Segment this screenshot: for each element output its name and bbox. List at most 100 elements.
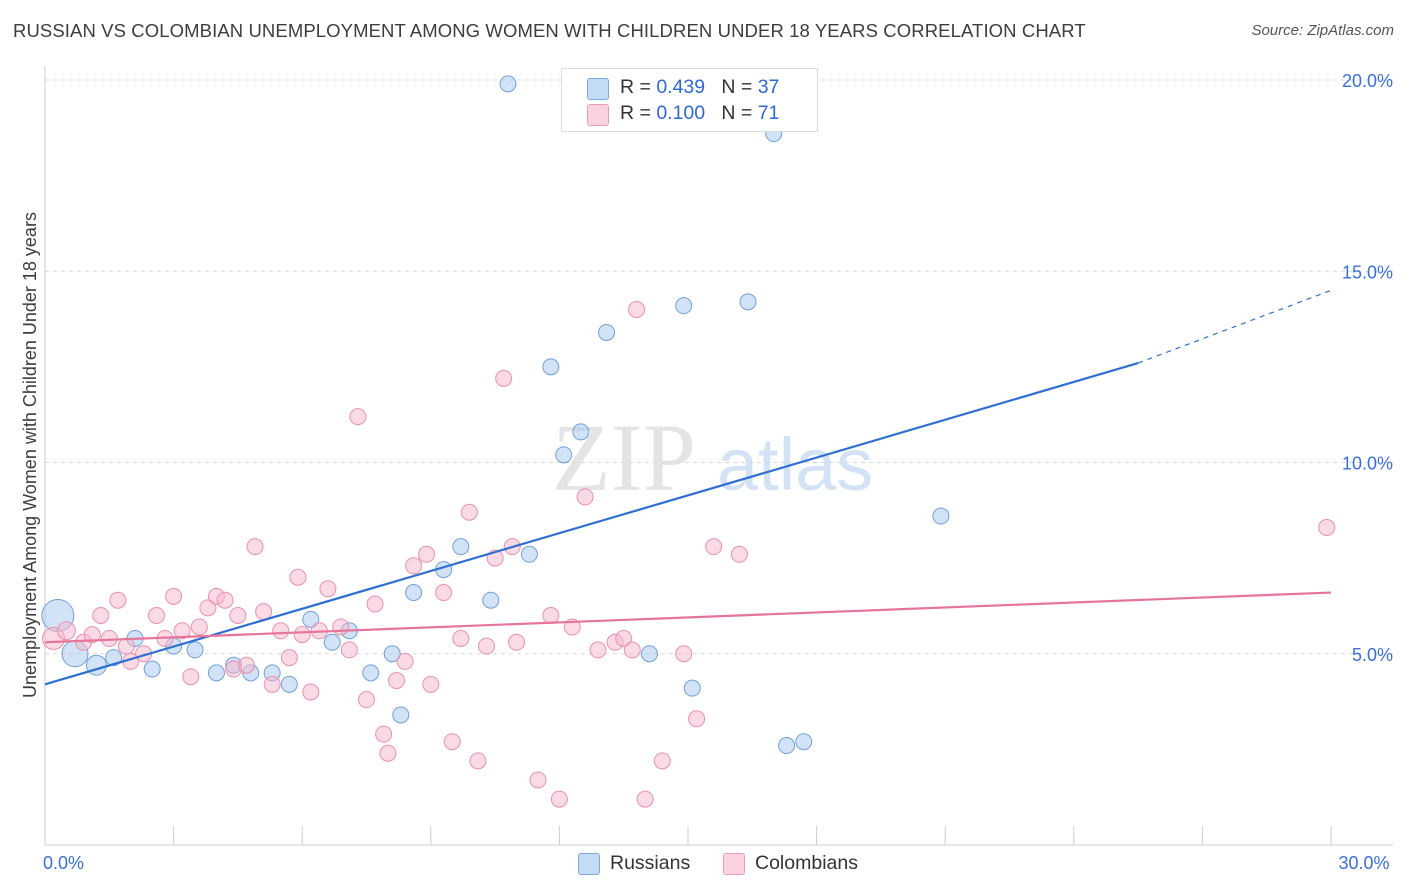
russians-point <box>555 446 573 464</box>
correlation-legend: R = 0.439 N = 37 R = 0.100 N = 71 <box>561 68 818 132</box>
russians-point <box>143 660 161 678</box>
colombians-point <box>388 672 406 690</box>
watermark: ZIP atlas <box>552 404 873 511</box>
legend-n-value: 37 <box>757 76 780 98</box>
colombians-point <box>443 733 461 751</box>
colombians-point <box>272 622 290 640</box>
legend-r-label: R = <box>620 102 657 124</box>
russians-point <box>675 297 693 315</box>
colombians-point <box>190 618 208 636</box>
series-russians <box>41 75 950 755</box>
y-axis-title: Unemployment Among Women with Children U… <box>20 212 40 698</box>
colombians-point <box>263 675 281 693</box>
colombians-point <box>358 691 375 709</box>
colombians-point <box>100 629 118 647</box>
y-tick-label: 15.0% <box>1342 262 1393 282</box>
colombians-point <box>92 607 110 624</box>
legend-r-value: 0.439 <box>656 76 706 98</box>
colombians-point <box>653 752 671 770</box>
y-tick-label: 5.0% <box>1352 645 1393 665</box>
colombians-point <box>83 626 101 644</box>
y-tick-label: 20.0% <box>1342 71 1393 91</box>
colombians-point <box>216 591 234 609</box>
colombians-point <box>469 752 487 770</box>
colombians-point <box>349 408 367 426</box>
russians-point <box>542 358 560 376</box>
russians-point <box>598 323 616 341</box>
colombians-trend-line <box>44 591 1332 644</box>
colombians-point <box>460 503 478 521</box>
colombians-point <box>615 629 633 647</box>
colombians-point <box>576 488 594 506</box>
colombians-point <box>418 545 436 563</box>
chart-title: RUSSIAN VS COLOMBIAN UNEMPLOYMENT AMONG … <box>13 20 1086 41</box>
russians-point <box>383 645 401 663</box>
colombians-point <box>147 607 165 624</box>
axes <box>44 66 1393 846</box>
russians-point <box>572 423 590 441</box>
russians-point <box>105 649 123 667</box>
gridlines <box>45 79 1393 655</box>
russians-point <box>280 675 298 693</box>
colombians-point <box>435 584 453 602</box>
russians-point <box>778 737 796 755</box>
colombians-point <box>302 683 320 701</box>
colombians-point <box>730 545 748 563</box>
x-tick-label: 30.0% <box>1338 853 1389 873</box>
russians-point <box>392 706 410 724</box>
colombians-point <box>375 725 393 743</box>
colombians-point <box>246 538 264 556</box>
colombians-point <box>405 557 423 575</box>
colombians-point <box>628 301 646 318</box>
legend-n-value: 71 <box>757 102 780 124</box>
trend-lines <box>44 289 1332 686</box>
russians-point <box>932 507 950 525</box>
russians-point <box>323 633 341 651</box>
russians-point <box>207 664 225 682</box>
legend-text-colombians: R = 0.100 N = 71 <box>620 102 779 125</box>
russians-point <box>362 664 380 682</box>
legend-text-russians: R = 0.439 N = 37 <box>620 76 779 99</box>
russians-point <box>302 610 320 628</box>
legend-swatch-russians <box>587 78 609 100</box>
colombians-point <box>366 595 384 613</box>
colombians-point <box>542 607 560 624</box>
colombians-point <box>109 591 127 609</box>
russians-point <box>405 584 423 602</box>
russians-point <box>186 641 204 659</box>
legend-n-label: N = <box>721 102 758 124</box>
colombians-point <box>182 668 200 686</box>
source-label: Source: ZipAtlas.com <box>1251 22 1394 39</box>
colombians-point <box>332 618 350 636</box>
colombians-point <box>199 599 217 617</box>
bottom-legend-label-colombians: Colombians <box>755 852 858 874</box>
colombians-point <box>117 637 135 655</box>
colombians-point <box>705 538 723 556</box>
series-colombians <box>42 301 1336 808</box>
russians-point <box>795 733 813 751</box>
colombians-point <box>237 656 255 674</box>
colombians-point <box>623 641 641 659</box>
russians-point <box>739 293 757 311</box>
x-tick-label: 0.0% <box>43 853 84 873</box>
colombians-point <box>56 621 76 641</box>
colombians-point <box>396 652 414 670</box>
colombians-point <box>589 641 607 659</box>
russians-point <box>520 545 538 563</box>
colombians-point <box>319 580 337 598</box>
watermark-zip: ZIP <box>552 404 696 511</box>
bottom-legend-swatch-russians <box>578 853 600 875</box>
colombians-point <box>636 790 654 808</box>
colombians-point <box>675 645 693 663</box>
colombians-point <box>173 622 191 640</box>
russians-point <box>499 75 517 93</box>
colombians-point <box>280 649 298 667</box>
colombians-point <box>340 641 358 659</box>
colombians-point <box>289 568 307 586</box>
russians-trend-line <box>44 361 1139 686</box>
colombians-point <box>1318 519 1336 537</box>
russians-point <box>482 591 500 609</box>
colombians-point <box>478 637 496 655</box>
colombians-point <box>422 675 440 693</box>
